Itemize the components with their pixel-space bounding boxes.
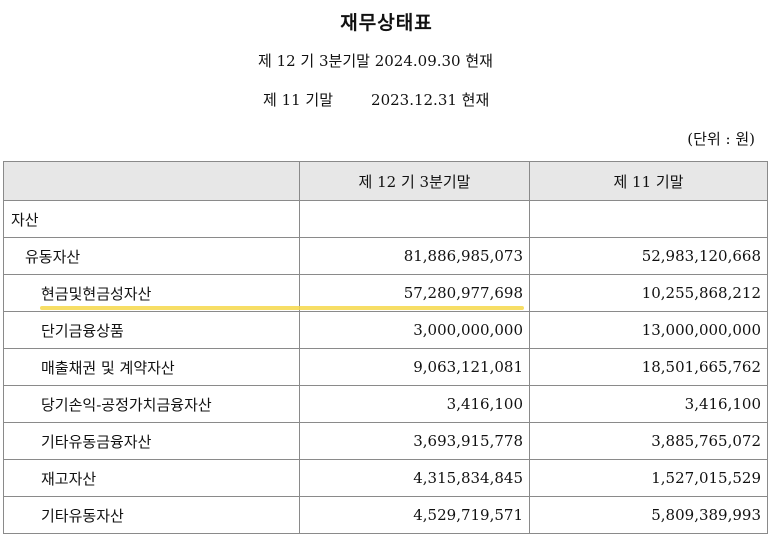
document-title: 재무상태표 — [340, 12, 433, 34]
row-prior-value: 3,885,765,072 — [529, 422, 768, 460]
balance-sheet-table: 제 12 기 3분기말 제 11 기말 자산 유동자산 81,886,985,0… — [3, 161, 768, 534]
row-label-text: 당기손익-공정가치금융자산 — [41, 395, 212, 414]
row-label-text: 유동자산 — [25, 247, 81, 266]
row-current-value: 81,886,985,073 — [299, 237, 530, 275]
row-prior-value: 1,527,015,529 — [529, 459, 768, 497]
row-label: 매출채권 및 계약자산 — [3, 348, 300, 386]
table-row: 재고자산 4,315,834,845 1,527,015,529 — [3, 459, 768, 497]
row-label-text: 매출채권 및 계약자산 — [41, 358, 175, 377]
row-current-value: 3,416,100 — [299, 385, 530, 423]
period-current: 제 12 기 3분기말 2024.09.30 현재 — [258, 50, 493, 71]
header-cell-account — [3, 161, 300, 201]
row-label: 단기금융상품 — [3, 311, 300, 349]
row-label-text: 단기금융상품 — [41, 321, 124, 340]
header-cell-prior: 제 11 기말 — [529, 161, 768, 201]
row-label: 기타유동자산 — [3, 496, 300, 534]
period-current-label: 제 12 기 3분기말 — [258, 52, 370, 70]
row-prior-value: 52,983,120,668 — [529, 237, 768, 275]
row-prior-value: 13,000,000,000 — [529, 311, 768, 349]
table-row: 자산 — [3, 200, 768, 238]
table-row: 매출채권 및 계약자산 9,063,121,081 18,501,665,762 — [3, 348, 768, 386]
table-row: 단기금융상품 3,000,000,000 13,000,000,000 — [3, 311, 768, 349]
table-row: 기타유동금융자산 3,693,915,778 3,885,765,072 — [3, 422, 768, 460]
table-row-highlighted: 현금및현금성자산 57,280,977,698 10,255,868,212 — [3, 274, 768, 312]
table-header-row: 제 12 기 3분기말 제 11 기말 — [3, 161, 768, 201]
row-prior-value: 5,809,389,993 — [529, 496, 768, 534]
period-prior-label: 제 11 기말 — [263, 91, 334, 109]
header-cell-current: 제 12 기 3분기말 — [299, 161, 530, 201]
row-prior-value: 3,416,100 — [529, 385, 768, 423]
row-label-text: 자산 — [11, 210, 39, 229]
highlight-underline — [40, 306, 524, 310]
row-current-value — [299, 200, 530, 238]
row-prior-value: 10,255,868,212 — [529, 274, 768, 312]
period-prior-date: 2023.12.31 현재 — [371, 91, 490, 109]
table-row: 당기손익-공정가치금융자산 3,416,100 3,416,100 — [3, 385, 768, 423]
row-label: 기타유동금융자산 — [3, 422, 300, 460]
row-label-text: 기타유동금융자산 — [41, 432, 152, 451]
row-label-text: 현금및현금성자산 — [41, 284, 152, 303]
row-current-value: 57,280,977,698 — [299, 274, 530, 312]
row-label: 자산 — [3, 200, 300, 238]
row-current-value: 9,063,121,081 — [299, 348, 530, 386]
period-prior: 제 11 기말 2023.12.31 현재 — [263, 89, 489, 110]
table-row: 유동자산 81,886,985,073 52,983,120,668 — [3, 237, 768, 275]
table-row: 기타유동자산 4,529,719,571 5,809,389,993 — [3, 496, 768, 534]
row-label: 현금및현금성자산 — [3, 274, 300, 312]
row-label: 유동자산 — [3, 237, 300, 275]
row-current-value: 3,000,000,000 — [299, 311, 530, 349]
row-prior-value — [529, 200, 768, 238]
row-label-text: 재고자산 — [41, 469, 97, 488]
row-label-text: 기타유동자산 — [41, 506, 124, 525]
unit-note: (단위 : 원) — [687, 130, 755, 148]
row-prior-value: 18,501,665,762 — [529, 348, 768, 386]
row-label: 재고자산 — [3, 459, 300, 497]
row-current-value: 3,693,915,778 — [299, 422, 530, 460]
row-current-value: 4,529,719,571 — [299, 496, 530, 534]
period-current-date: 2024.09.30 현재 — [374, 52, 493, 70]
row-current-value: 4,315,834,845 — [299, 459, 530, 497]
row-label: 당기손익-공정가치금융자산 — [3, 385, 300, 423]
